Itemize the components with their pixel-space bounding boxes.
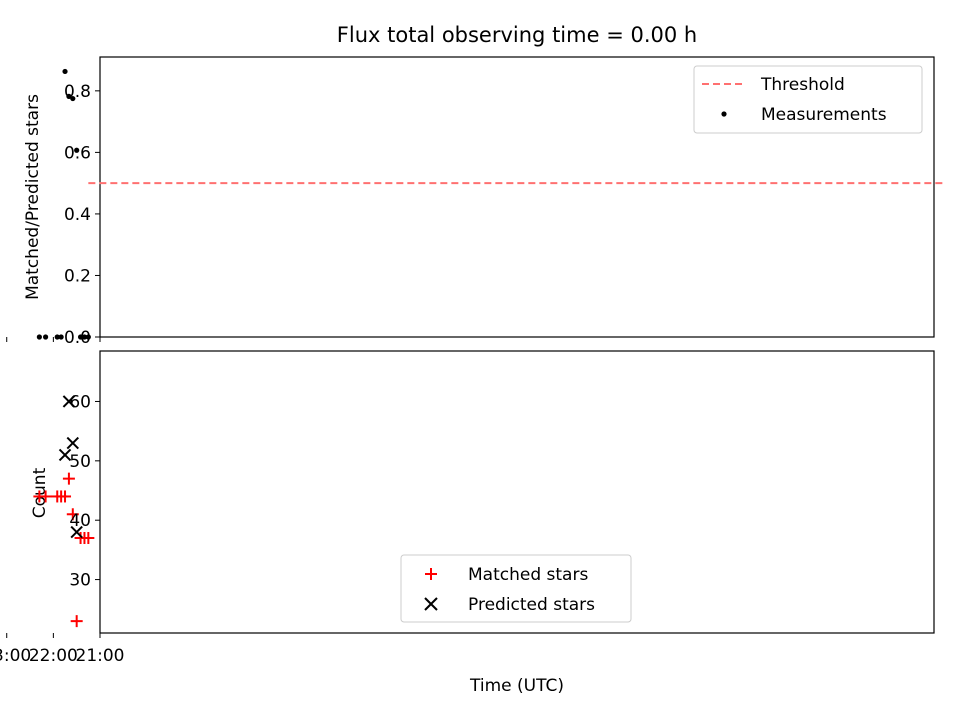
top-y-tick-label: 0.0 [64,328,91,348]
top-y-tick-label: 0.2 [64,266,91,286]
matched-star-point [74,532,87,545]
matched-star-point [66,508,79,521]
bottom-legend: Matched stars Predicted stars [400,554,632,623]
bottom-y-tick-label: 30 [69,571,91,591]
measurement-point [36,334,42,340]
measurement-point [74,147,80,153]
measurements-legend-swatch [721,111,727,117]
top-y-tick-label: 0.4 [64,205,91,225]
matched-stars-legend-swatch [425,568,437,580]
predicted-star-point [62,395,76,408]
top-y-tick-label: 0.8 [64,82,91,102]
measurement-point [62,68,68,75]
measurement-point [54,334,60,340]
top-y-axis-label: Matched/Predicted stars [23,94,43,300]
predicted-stars-legend-label: Predicted stars [468,595,595,615]
predicted-star-point [70,525,83,539]
top-chart-title: Flux total observing time = 0.00 h [337,23,697,47]
measurement-point [66,93,72,99]
predicted-stars-legend-swatch [424,597,438,611]
top-plot-area [36,68,944,340]
measurement-point [58,334,64,340]
bottom-y-tick-label: 50 [69,452,91,472]
bottom-y-tick-label: 60 [69,392,91,412]
measurements-legend-label: Measurements [761,105,887,125]
x-tick-label: 23:00 [0,646,31,666]
measurement-point [81,334,88,340]
matched-star-point [62,472,75,485]
top-legend: Threshold Measurements [693,65,923,134]
measurement-point [70,95,76,102]
matched-star-point [51,490,64,503]
measurement-point [42,334,49,340]
x-tick-label: 22:00 [29,646,78,666]
measurement-point [77,334,84,340]
top-y-tick-label: 0.6 [64,143,91,163]
predicted-star-point [66,436,80,450]
bottom-y-tick-label: 40 [69,511,91,531]
x-axis-label: Time (UTC) [469,676,564,696]
matched-star-point [70,615,83,628]
top-plot-frame [99,56,935,338]
predicted-star-point [58,448,72,462]
bottom-plot-area [33,395,95,628]
bottom-plot-frame [99,350,935,634]
matched-stars-legend-label: Matched stars [468,565,588,585]
x-tick-label: 21:00 [76,646,125,666]
threshold-legend-label: Threshold [760,75,845,95]
matched-star-point [33,490,46,503]
measurement-point [85,334,91,340]
